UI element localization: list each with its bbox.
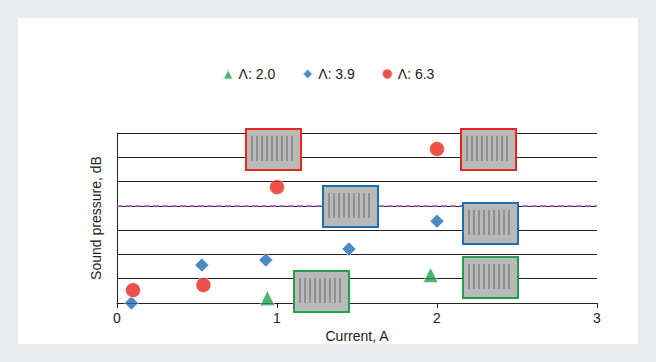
svg-text:Λ: 6.3: Λ: 6.3 — [398, 66, 435, 82]
svg-text:Λ: 3.9: Λ: 3.9 — [318, 66, 355, 82]
svg-text:Current, A: Current, A — [325, 328, 389, 344]
svg-text:0: 0 — [113, 310, 121, 326]
svg-text:Λ: 2.0: Λ: 2.0 — [239, 66, 276, 82]
svg-text:2: 2 — [433, 310, 441, 326]
svg-text:Sound pressure, dB: Sound pressure, dB — [88, 156, 104, 280]
svg-text:1: 1 — [273, 310, 281, 326]
svg-text:3: 3 — [593, 310, 601, 326]
